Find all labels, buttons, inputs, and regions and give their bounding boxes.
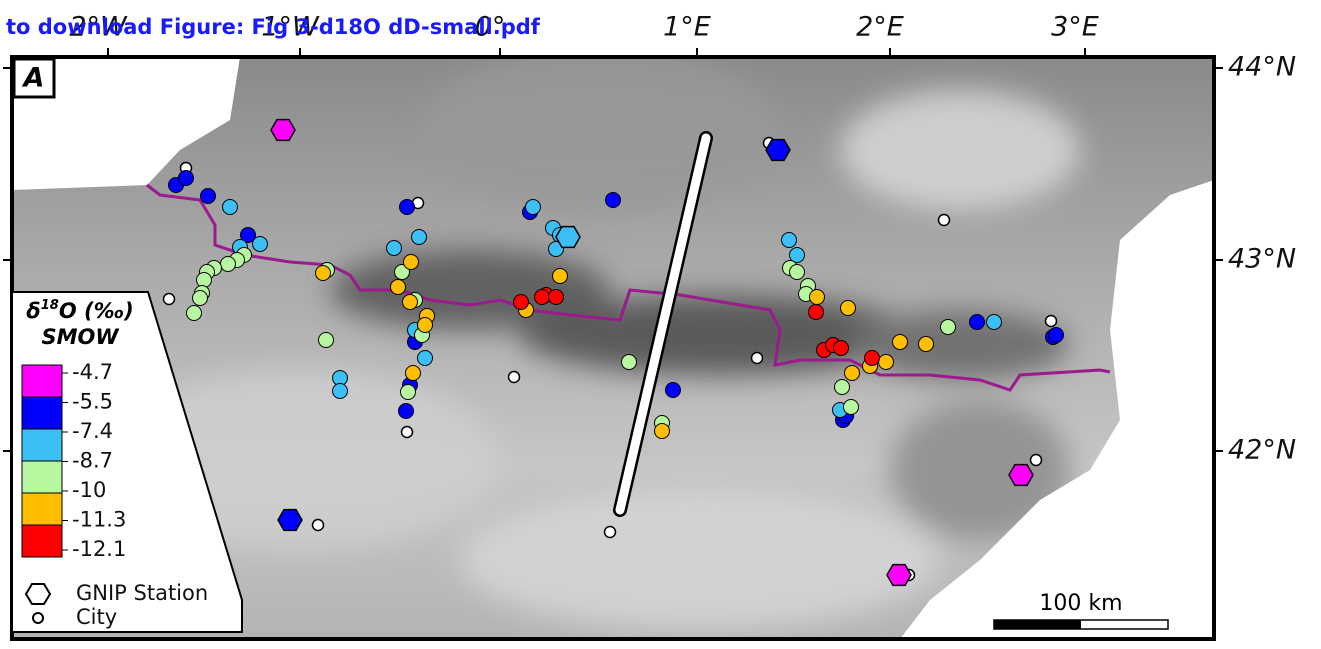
sample-marker xyxy=(391,280,406,295)
sample-marker xyxy=(412,230,427,245)
sample-marker xyxy=(941,320,956,335)
sample-marker xyxy=(387,241,402,256)
sample-marker xyxy=(401,385,416,400)
legend-gnip-label: GNIP Station xyxy=(76,581,208,605)
sample-marker xyxy=(549,290,564,305)
legend-scale-label: -10 xyxy=(72,478,106,502)
legend-city-label: City xyxy=(76,605,117,629)
legend-gnip-symbol xyxy=(26,584,50,604)
gnip-station-marker xyxy=(766,140,790,161)
legend-title-rest: O (‰) xyxy=(59,299,134,323)
sample-marker xyxy=(809,305,824,320)
download-link[interactable]: to download Figure: Fig 3-d18O dD-small.… xyxy=(6,15,541,39)
city-marker xyxy=(313,520,324,531)
longitude-label: 1°E xyxy=(663,12,711,43)
sample-marker xyxy=(193,291,208,306)
sample-marker xyxy=(553,269,568,284)
sample-marker xyxy=(514,295,529,310)
longitude-label: 2°E xyxy=(856,12,904,43)
legend-scale-label: -11.3 xyxy=(72,508,126,532)
legend-scale-label: -12.1 xyxy=(72,537,126,561)
city-marker xyxy=(164,294,175,305)
city-marker xyxy=(939,215,950,226)
gnip-station-marker xyxy=(278,510,302,531)
sample-marker xyxy=(333,384,348,399)
sample-marker xyxy=(845,366,860,381)
sample-marker xyxy=(844,400,859,415)
legend-swatch xyxy=(22,525,62,557)
sample-marker xyxy=(865,351,880,366)
legend-colorbar: -4.7 -5.5 -7.4 -8.7 -10 -11.3 -12.1 xyxy=(22,360,126,561)
sample-marker xyxy=(526,200,541,215)
sample-marker xyxy=(606,193,621,208)
city-marker xyxy=(1046,316,1057,327)
sample-marker xyxy=(622,355,637,370)
gnip-station-marker xyxy=(556,227,580,248)
legend-swatch xyxy=(22,493,62,525)
sample-marker xyxy=(201,189,216,204)
sample-marker xyxy=(970,315,985,330)
sample-marker xyxy=(666,383,681,398)
sample-marker xyxy=(987,315,1002,330)
sample-marker xyxy=(406,366,421,381)
latitude-labels: 44°N 43°N 42°N xyxy=(1228,52,1296,466)
sample-marker xyxy=(418,351,433,366)
latitude-label: 43°N xyxy=(1228,244,1296,275)
sample-marker xyxy=(221,257,236,272)
sample-marker xyxy=(879,355,894,370)
sample-marker xyxy=(810,290,825,305)
legend-swatch xyxy=(22,397,62,429)
gnip-station-marker xyxy=(271,120,295,141)
sample-marker xyxy=(404,255,419,270)
map-figure: A 2°W1°W0°1°E2°E3°E 44°N43°N42°N to down… xyxy=(0,0,1321,649)
sample-marker xyxy=(197,273,212,288)
sample-marker xyxy=(316,266,331,281)
legend-scale-label: -7.4 xyxy=(72,419,113,443)
sample-marker xyxy=(835,380,850,395)
gnip-station-marker xyxy=(887,565,911,586)
longitude-label: 3°E xyxy=(1051,12,1099,43)
sample-marker xyxy=(919,337,934,352)
city-marker xyxy=(1031,455,1042,466)
legend-subtitle: SMOW xyxy=(41,325,119,349)
gnip-station-marker xyxy=(1009,465,1033,486)
legend-scale-label: -5.5 xyxy=(72,390,113,414)
sample-marker xyxy=(1049,328,1064,343)
sample-marker xyxy=(253,237,268,252)
city-marker xyxy=(402,427,413,438)
sample-marker xyxy=(223,200,238,215)
sample-marker xyxy=(782,233,797,248)
sample-marker xyxy=(790,265,805,280)
sample-marker xyxy=(399,404,414,419)
legend-swatch xyxy=(22,429,62,461)
legend-title-superscript: 18 xyxy=(41,298,59,313)
sample-marker xyxy=(655,424,670,439)
sample-marker xyxy=(187,306,202,321)
latitude-label: 44°N xyxy=(1228,52,1296,83)
sample-marker xyxy=(893,335,908,350)
city-marker xyxy=(509,372,520,383)
city-marker xyxy=(752,353,763,364)
latitude-label: 42°N xyxy=(1228,435,1296,466)
sample-marker xyxy=(400,200,415,215)
sample-marker xyxy=(834,341,849,356)
panel-label: A xyxy=(22,63,45,94)
legend-scale-label: -4.7 xyxy=(72,360,113,384)
scale-bar-fill xyxy=(994,620,1081,629)
legend-swatch xyxy=(22,365,62,397)
legend-title-symbol: δ xyxy=(26,299,40,323)
sample-marker xyxy=(179,171,194,186)
sample-marker xyxy=(403,295,418,310)
scale-bar-label: 100 km xyxy=(1039,591,1122,616)
legend-swatch xyxy=(22,461,62,493)
legend-scale-label: -8.7 xyxy=(72,449,113,473)
sample-marker xyxy=(535,290,550,305)
legend-city-symbol xyxy=(33,613,43,623)
sample-marker xyxy=(418,318,433,333)
sample-marker xyxy=(319,333,334,348)
sample-marker xyxy=(841,301,856,316)
city-marker xyxy=(605,527,616,538)
